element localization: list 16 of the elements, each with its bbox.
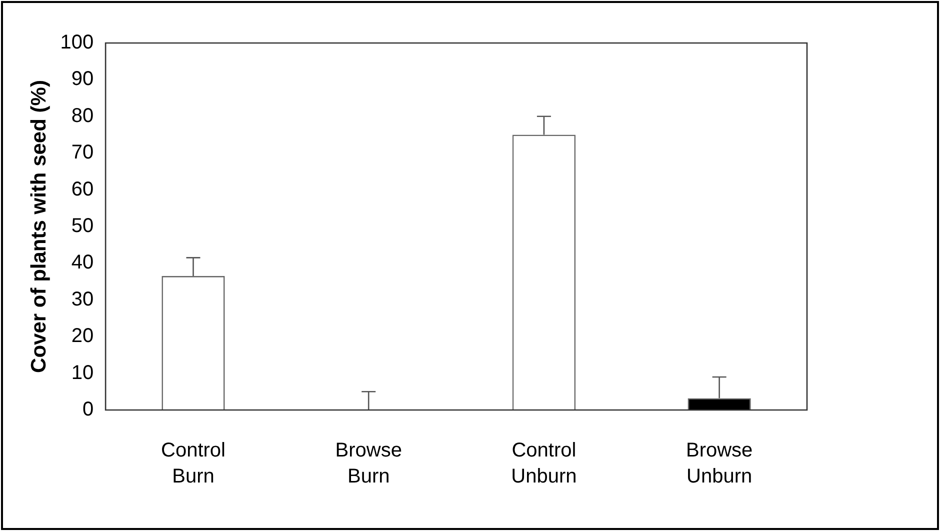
y-tick-label: 30 bbox=[71, 288, 94, 310]
x-tick-label: Browse Burn bbox=[335, 440, 402, 488]
x-tick-label: Control Unburn bbox=[511, 440, 577, 488]
y-axis-title: Cover of plants with seed (%) bbox=[27, 80, 50, 373]
y-tick-label: 0 bbox=[82, 398, 94, 421]
x-tick-label: Control Burn bbox=[161, 440, 226, 488]
y-tick-label: 50 bbox=[71, 215, 94, 238]
y-tick-label: 100 bbox=[60, 32, 94, 54]
y-tick-label: 90 bbox=[71, 68, 94, 90]
y-tick-label: 20 bbox=[71, 325, 94, 348]
y-tick-label: 70 bbox=[71, 142, 94, 164]
y-tick-label: 80 bbox=[71, 104, 94, 127]
y-tick-label: 60 bbox=[71, 178, 94, 200]
x-tick-label: Browse Unburn bbox=[686, 440, 753, 488]
y-tick-label: 40 bbox=[71, 252, 94, 274]
y-tick-label: 10 bbox=[71, 362, 94, 384]
